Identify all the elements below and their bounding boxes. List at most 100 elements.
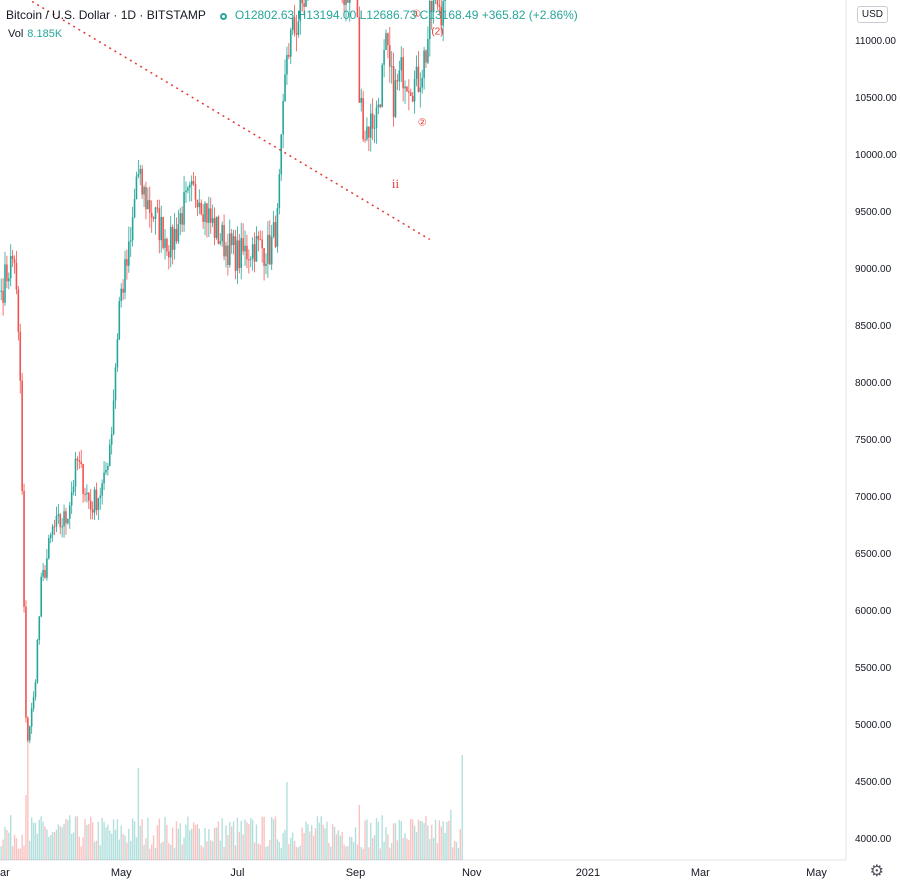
- volume-bar: [274, 816, 277, 860]
- candle-body: [251, 244, 254, 259]
- candle-body: [366, 126, 368, 140]
- volume-bar: [181, 844, 183, 860]
- candle-body: [408, 91, 410, 93]
- candle-body: [394, 80, 397, 117]
- candle-body: [15, 262, 18, 290]
- candle-body: [238, 240, 241, 268]
- candle-body: [148, 200, 151, 213]
- volume-bar: [131, 818, 134, 860]
- volume-bar: [126, 842, 128, 860]
- volume-bar: [183, 837, 185, 860]
- candle-body: [404, 86, 406, 89]
- candle-body: [112, 400, 115, 435]
- candle-body: [383, 50, 385, 65]
- candle-body: [49, 534, 52, 539]
- volume-bar: [211, 841, 214, 860]
- volume-bar: [354, 827, 357, 860]
- candle-body: [228, 233, 231, 266]
- candle-body: [129, 240, 132, 242]
- volume-bar: [42, 821, 44, 860]
- candle-body: [209, 208, 212, 223]
- candle-body: [152, 217, 155, 219]
- volume-bar: [307, 824, 309, 860]
- volume-bar: [17, 848, 20, 860]
- volume-bar: [269, 839, 271, 860]
- volume-bar: [82, 837, 84, 860]
- volume-bar: [362, 848, 364, 860]
- volume-bar: [263, 816, 265, 860]
- volume-bar: [432, 837, 435, 860]
- volume-bar: [177, 828, 180, 860]
- volume-bar: [59, 826, 61, 860]
- volume-bar: [335, 834, 338, 860]
- candle-body: [194, 183, 197, 200]
- wave-label: ii: [392, 176, 400, 191]
- candle-body: [198, 202, 201, 208]
- volume-bar: [21, 834, 23, 860]
- downtrend-line[interactable]: [1, 0, 431, 241]
- candle-body: [438, 4, 441, 7]
- volume-bar: [67, 820, 69, 860]
- volume-bar: [65, 818, 67, 860]
- volume-bar: [448, 820, 450, 860]
- volume-bar: [457, 847, 460, 860]
- volume-bar: [99, 845, 101, 860]
- volume-bar: [242, 834, 244, 860]
- candle-body: [97, 498, 100, 511]
- candle-body: [417, 66, 420, 92]
- candle-body: [204, 203, 206, 222]
- currency-button[interactable]: USD: [856, 6, 888, 23]
- candle-body: [421, 77, 423, 88]
- volume-bar: [431, 824, 433, 860]
- time-tick-label: Nov: [462, 867, 482, 879]
- volume-bar: [63, 824, 65, 860]
- candle-body: [369, 113, 372, 138]
- volume-bar: [46, 829, 48, 860]
- volume-bar: [223, 846, 225, 860]
- candle-body: [190, 181, 193, 185]
- volume-bar: [248, 824, 250, 860]
- price-tick-label: 5000.00: [855, 720, 892, 731]
- candle-body: [42, 569, 44, 577]
- candle-body: [139, 168, 142, 175]
- candle-body: [196, 199, 199, 208]
- volume-bar: [162, 841, 164, 860]
- candle-body: [390, 66, 393, 68]
- candle-body: [349, 0, 351, 3]
- candle-body: [202, 214, 204, 222]
- candle-body: [68, 505, 71, 519]
- candle-body: [430, 0, 433, 13]
- volume-bar: [124, 835, 126, 860]
- candle-body: [89, 500, 92, 510]
- volume-bar: [19, 848, 21, 860]
- volume-bar: [10, 815, 12, 860]
- volume-bar: [276, 839, 279, 860]
- volume-bar: [179, 823, 181, 860]
- volume-bar: [2, 839, 4, 860]
- candle-body: [242, 238, 244, 252]
- volume-bar: [53, 832, 56, 860]
- volume-bar: [413, 825, 416, 860]
- candle-body: [244, 245, 246, 252]
- volume-bar: [30, 817, 33, 860]
- candle-body: [185, 190, 187, 193]
- gear-icon[interactable]: ⚙: [869, 863, 884, 880]
- symbol-title[interactable]: Bitcoin / U.S. Dollar · 1D · BITSTAMP: [6, 8, 206, 22]
- volume-bar: [383, 841, 385, 860]
- volume-bar: [187, 816, 189, 860]
- candle-body: [48, 538, 50, 559]
- volume-bar: [95, 840, 98, 860]
- candle-body: [166, 238, 168, 252]
- volume-bar: [251, 819, 254, 860]
- candle-body: [385, 33, 387, 51]
- volume-bar: [78, 836, 80, 860]
- volume-bar: [166, 825, 168, 860]
- volume-bar: [371, 838, 374, 860]
- volume-bar: [295, 846, 298, 860]
- wave-label: ①: [412, 9, 421, 20]
- candle-body: [135, 176, 138, 199]
- candle-body: [206, 203, 208, 223]
- candle-body: [270, 236, 273, 265]
